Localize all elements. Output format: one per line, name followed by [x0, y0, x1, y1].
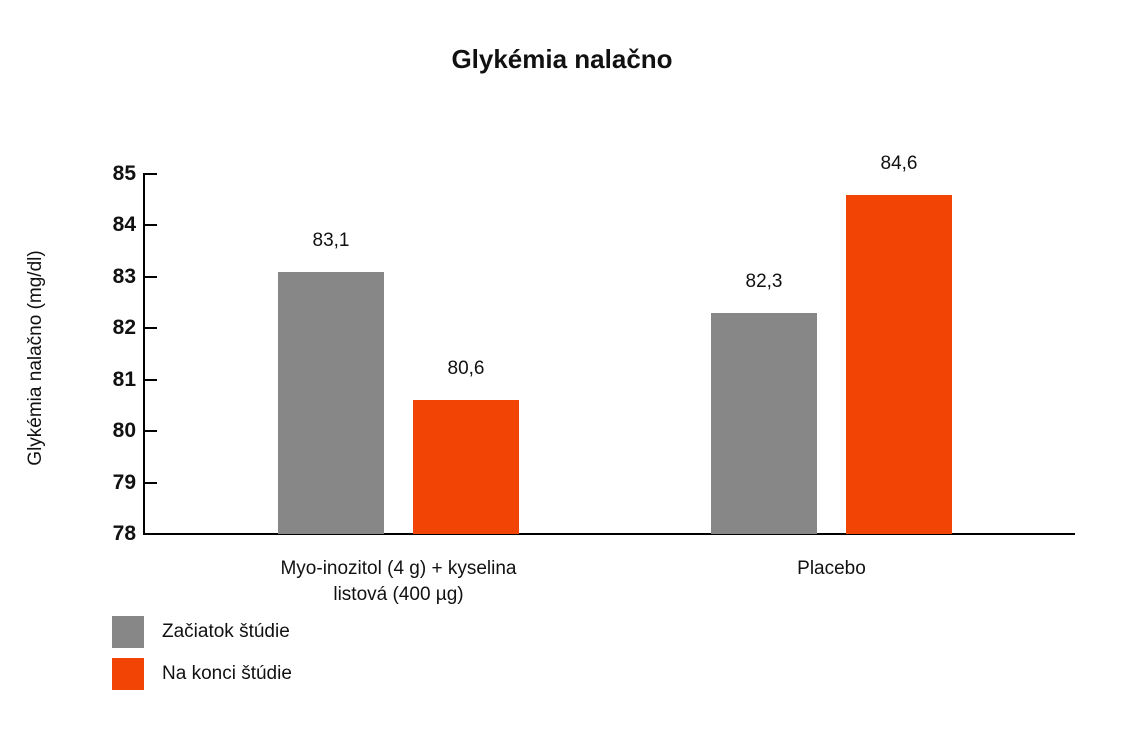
category-label: Myo-inozitol (4 g) + kyselina listová (40… [280, 558, 517, 605]
chart-title: Glykémia nalačno [451, 44, 673, 74]
y-tick-label: 84 [112, 213, 136, 237]
legend-swatch-gray [112, 616, 144, 648]
legend-swatch-orange [112, 658, 144, 690]
y-tick [143, 430, 157, 433]
y-tick-label: 79 [112, 470, 136, 494]
y-tick-label: 85 [112, 162, 136, 185]
y-tick-label: 82 [112, 316, 136, 340]
y-tick-label: 81 [112, 367, 136, 391]
y-tick [143, 378, 157, 381]
value-label: 83,1 [312, 229, 350, 251]
category-label: Placebo [797, 558, 866, 579]
y-axis [143, 173, 145, 535]
y-tick [143, 275, 157, 278]
bar [413, 400, 519, 534]
value-label: 80,6 [447, 358, 485, 380]
value-label: 82,3 [745, 270, 783, 292]
legend-item-end: Na konci štúdie [112, 658, 292, 690]
y-axis-label: Glykémia nalačno (mg/dl) [25, 250, 46, 466]
bar [278, 271, 384, 534]
y-tick [143, 533, 157, 535]
y-tick [143, 481, 157, 484]
x-axis [143, 533, 1075, 535]
y-tick [143, 327, 157, 330]
value-label: 84,6 [880, 152, 918, 174]
y-tick [143, 173, 157, 175]
legend-item-start: Začiatok štúdie [112, 616, 290, 648]
legend-label: Na konci štúdie [162, 663, 292, 684]
bar [711, 312, 817, 534]
y-tick-label: 83 [112, 264, 136, 288]
y-tick [143, 224, 157, 227]
bar [846, 194, 952, 534]
y-tick-label: 80 [112, 419, 136, 443]
y-tick-label: 78 [112, 522, 136, 545]
legend-label: Začiatok štúdie [162, 621, 290, 642]
